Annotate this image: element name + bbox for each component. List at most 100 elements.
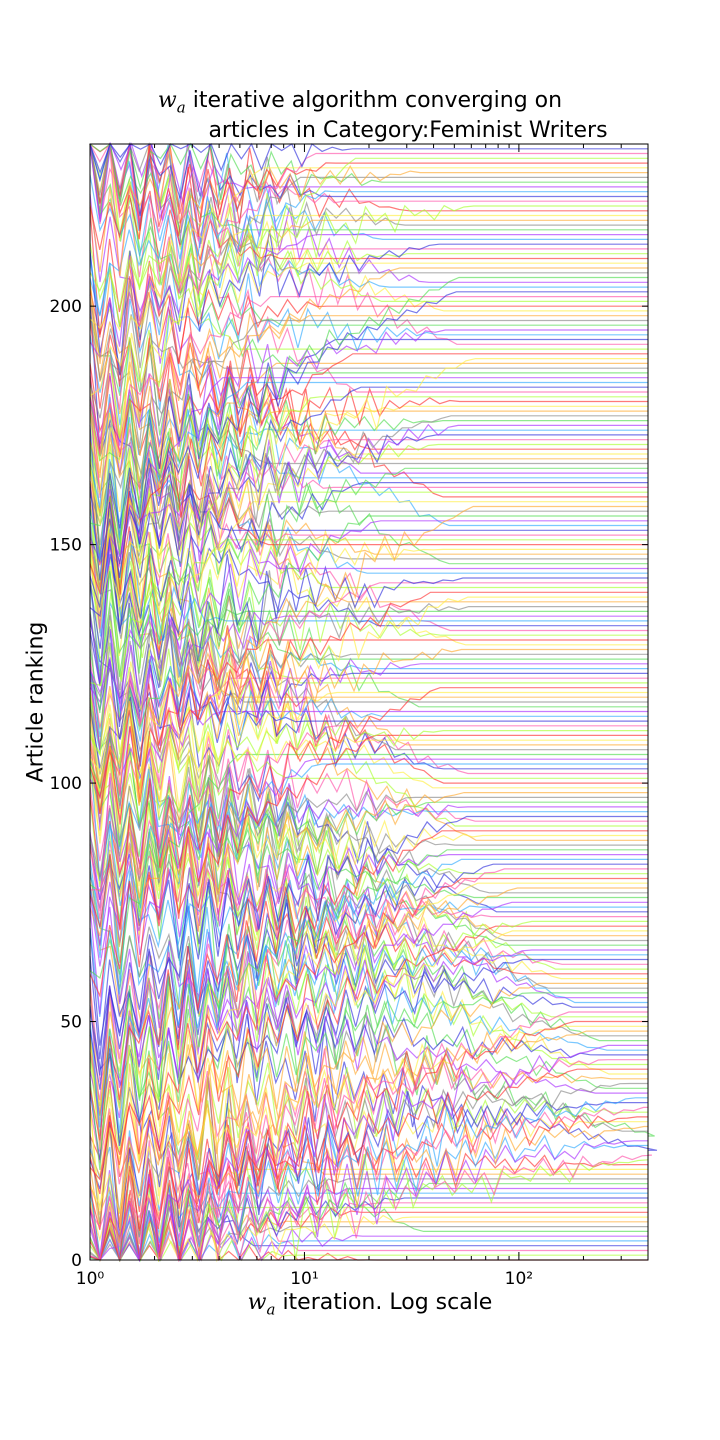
series-line-89 (89, 786, 648, 935)
series-line-30 (89, 1106, 648, 1231)
xlabel-text: iteration. Log scale (282, 1290, 493, 1315)
series-line-206 (89, 276, 648, 555)
series-line-176 (89, 394, 648, 512)
series-line-91 (89, 498, 648, 827)
series-line-80 (89, 877, 648, 1195)
series-line-197 (89, 319, 648, 524)
series-line-217 (89, 141, 648, 238)
series-line-97 (89, 766, 648, 877)
series-line-193 (89, 338, 648, 608)
series-line-34 (89, 1097, 648, 1261)
series-line-177 (89, 415, 648, 588)
series-line-183 (89, 386, 648, 634)
series-line-25 (89, 1140, 648, 1263)
series-line-112 (89, 725, 648, 931)
series-line-79 (89, 882, 648, 1150)
series-line-221 (89, 193, 648, 327)
y-tick-label-200: 200 (50, 297, 82, 317)
series-line-173 (89, 434, 648, 565)
series-line-98 (89, 791, 648, 948)
series-line-225 (89, 141, 648, 222)
series-line-93 (89, 815, 648, 1090)
y-tick-label-50: 50 (60, 1013, 82, 1033)
series-line-101 (89, 544, 648, 779)
series-line-81 (89, 688, 648, 875)
series-line-122 (89, 677, 648, 912)
series-line-174 (89, 389, 648, 543)
series-line-119 (89, 691, 648, 844)
series-line-38 (89, 996, 648, 1126)
series-line-187 (89, 314, 648, 392)
series-line-215 (89, 234, 648, 360)
series-line-219 (89, 214, 648, 526)
series-line-104 (89, 763, 648, 958)
series-line-125 (89, 657, 648, 795)
series-line-120 (89, 687, 648, 930)
title-symbol: wa (157, 88, 186, 117)
series-line-75 (89, 901, 648, 1119)
series-line-71 (89, 920, 648, 1107)
series-line-194 (89, 252, 648, 360)
series-lines (89, 141, 658, 1263)
series-line-84 (89, 858, 648, 1134)
series-line-231 (89, 157, 648, 462)
series-line-163 (89, 482, 648, 649)
series-line-50 (89, 1020, 648, 1261)
y-tick-label-100: 100 (50, 774, 82, 794)
series-line-224 (89, 190, 648, 317)
series-line-43 (89, 928, 648, 1084)
series-line-37 (89, 1075, 648, 1238)
series-line-110 (89, 734, 648, 998)
series-line-202 (89, 296, 648, 454)
series-line-189 (89, 358, 648, 611)
series-line-208 (89, 267, 648, 478)
series-line-82 (89, 868, 648, 1101)
axis-ticks: 0 50 100 150 200 10⁰ 10¹ 10² (50, 144, 649, 1289)
series-line-139 (89, 596, 648, 796)
chart-title-line-2: articles in Category:Feminist Writers (208, 118, 608, 143)
series-line-158 (89, 505, 648, 806)
series-line-69 (89, 930, 648, 1210)
series-line-207 (89, 143, 648, 274)
series-line-180 (89, 356, 648, 469)
series-line-70 (89, 925, 648, 1181)
series-line-185 (89, 377, 648, 683)
series-line-204 (89, 174, 648, 289)
series-line-181 (89, 396, 648, 582)
series-line-230 (89, 145, 648, 251)
series-line-156 (89, 515, 648, 790)
series-line-117 (89, 537, 648, 703)
xlabel-symbol: wa (247, 1290, 276, 1319)
title-line-1-text: iterative algorithm converging on (192, 88, 563, 113)
series-line-134 (89, 517, 648, 641)
series-line-90 (89, 830, 648, 1141)
x-axis-label: wa iteration. Log scale (0, 1290, 720, 1318)
series-line-83 (89, 863, 648, 1076)
series-line-166 (89, 467, 648, 677)
series-line-142 (89, 582, 648, 797)
y-tick-label-0: 0 (71, 1251, 82, 1271)
series-line-136 (89, 566, 648, 714)
series-line-195 (89, 329, 648, 448)
series-line-222 (89, 142, 648, 223)
series-line-228 (89, 148, 648, 277)
series-line-32 (89, 1106, 648, 1261)
series-line-232 (89, 152, 648, 455)
x-tick-label-100: 10² (505, 1269, 533, 1289)
series-line-212 (89, 143, 648, 276)
series-line-175 (89, 423, 648, 561)
series-line-196 (89, 144, 648, 326)
series-line-107 (89, 486, 648, 751)
series-line-74 (89, 854, 648, 983)
series-line-52 (89, 1011, 648, 1261)
chart-title-line-1: wa iterative algorithm converging on (0, 88, 720, 116)
x-tick-label-10: 10¹ (290, 1269, 318, 1289)
x-tick-label-1: 10⁰ (76, 1269, 105, 1289)
series-line-140 (89, 591, 648, 825)
series-line-233 (89, 142, 648, 175)
series-line-18 (89, 882, 648, 1175)
series-line-210 (89, 143, 648, 272)
y-tick-label-150: 150 (50, 536, 82, 556)
